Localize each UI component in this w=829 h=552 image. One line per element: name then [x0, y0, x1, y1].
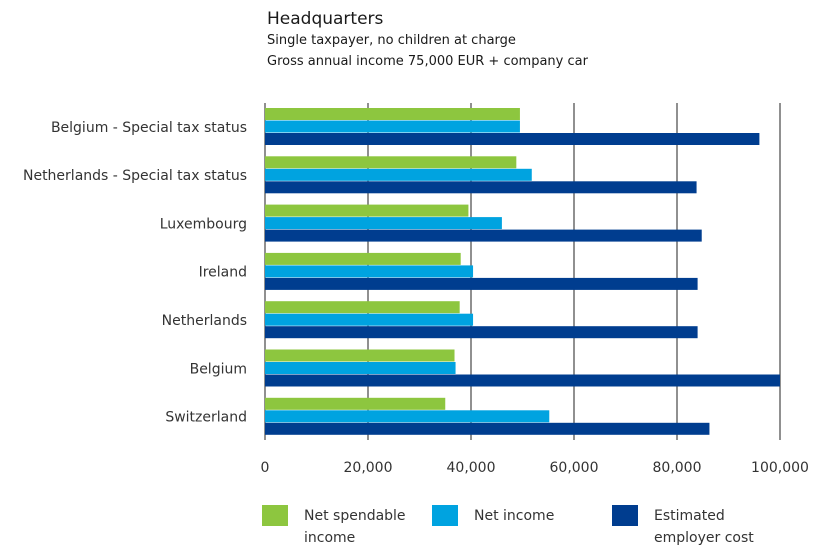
legend-swatch-employer-cost	[612, 505, 638, 526]
chart-subtitle-line-2: Gross annual income 75,000 EUR + company…	[267, 54, 588, 69]
bar-net-spendable-6	[265, 397, 446, 410]
x-tick-label-0: 0	[261, 460, 270, 476]
x-tick-label-3: 60,000	[550, 460, 599, 476]
bar-employer-cost-0	[265, 133, 760, 145]
x-tick-label-1: 20,000	[344, 460, 393, 476]
legend-item-employer-cost: Estimated employer cost	[612, 505, 774, 549]
bar-net-spendable-5	[265, 349, 455, 362]
legend-item-net-income: Net income	[432, 505, 594, 527]
legend: Net spendable income Net income Estimate…	[0, 505, 829, 552]
legend-swatch-net-income	[432, 505, 458, 526]
legend-item-net-spendable: Net spendable income	[262, 505, 424, 549]
category-label-2: Luxembourg	[160, 216, 247, 232]
bar-net-spendable-0	[265, 108, 520, 120]
legend-label-employer-cost-line-2: employer cost	[654, 530, 754, 546]
bar-net-income-1	[265, 168, 532, 181]
bar-net-spendable-1	[265, 156, 517, 169]
chart-header: Headquarters Single taxpayer, no childre…	[267, 8, 588, 72]
chart-subtitle-line-1: Single taxpayer, no children at charge	[267, 33, 516, 48]
category-label-4: Netherlands	[162, 313, 247, 329]
bar-net-income-4	[265, 313, 474, 326]
legend-swatch-net-spendable	[262, 505, 288, 526]
bar-employer-cost-5	[265, 374, 780, 387]
legend-label-net-spendable-line-1: Net spendable	[304, 508, 406, 524]
category-label-6: Switzerland	[165, 410, 247, 426]
chart-title: Headquarters	[267, 9, 384, 29]
legend-label-employer-cost: Estimated employer cost	[654, 505, 774, 549]
legend-label-net-income: Net income	[474, 505, 594, 527]
bar-net-spendable-2	[265, 204, 469, 217]
bar-net-income-2	[265, 217, 502, 230]
bar-net-spendable-3	[265, 252, 461, 265]
bar-employer-cost-3	[265, 277, 698, 290]
bar-employer-cost-4	[265, 326, 698, 339]
legend-label-net-income-line-1: Net income	[474, 508, 555, 524]
legend-label-net-spendable: Net spendable income	[304, 505, 424, 549]
bar-employer-cost-6	[265, 422, 710, 435]
category-label-0: Belgium - Special tax status	[51, 120, 247, 136]
bar-net-spendable-4	[265, 301, 460, 314]
category-label-3: Ireland	[199, 265, 247, 281]
legend-label-employer-cost-line-1: Estimated	[654, 508, 725, 524]
bar-employer-cost-1	[265, 181, 697, 194]
bar-chart: Belgium - Special tax status Netherlands …	[23, 103, 809, 476]
x-tick-label-5: 100,000	[751, 460, 809, 476]
bar-net-income-6	[265, 410, 550, 423]
bar-net-income-3	[265, 265, 474, 278]
bar-net-income-5	[265, 362, 456, 374]
category-label-1: Netherlands - Special tax status	[23, 168, 247, 184]
category-label-5: Belgium	[190, 361, 247, 377]
legend-label-net-spendable-line-2: income	[304, 530, 356, 546]
x-tick-label-4: 80,000	[653, 460, 702, 476]
bar-net-income-0	[265, 120, 520, 133]
bar-employer-cost-2	[265, 229, 702, 242]
x-tick-label-2: 40,000	[447, 460, 496, 476]
